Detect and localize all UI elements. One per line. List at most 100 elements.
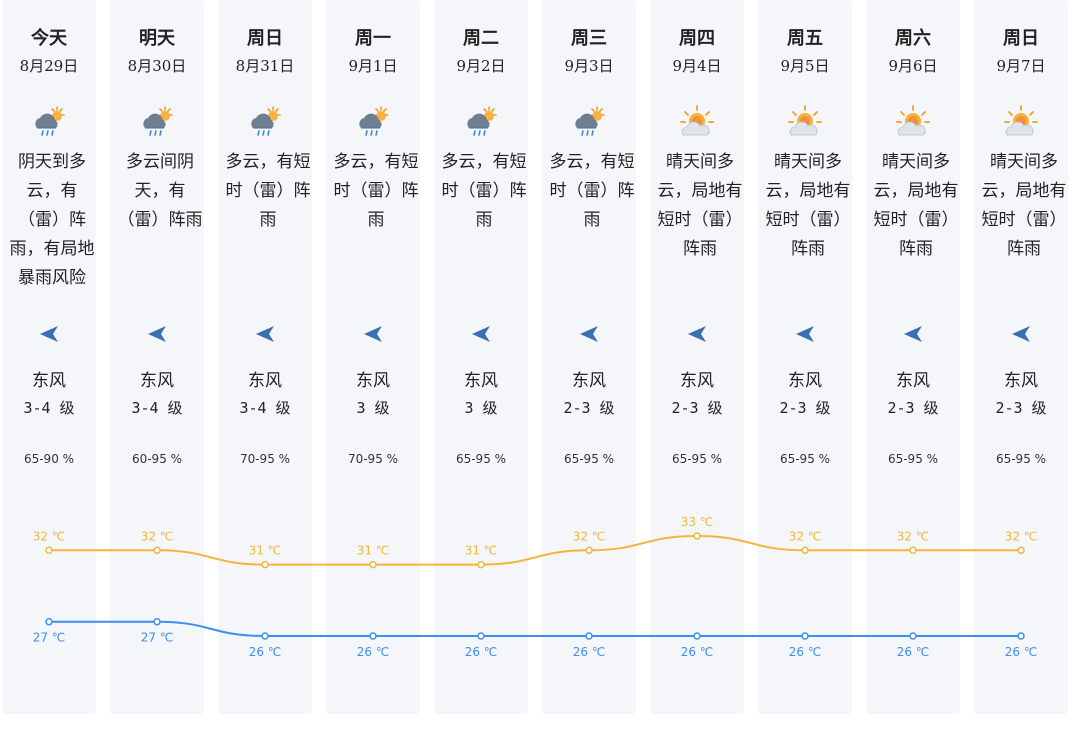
day-date: 9月1日 [348,57,398,75]
wind-direction-icon [218,322,312,346]
high-temp-point [1017,546,1025,555]
wind-level: 3-4 级 [23,399,75,417]
low-temp-point [909,632,917,640]
day-name: 周二 [463,28,499,49]
day-date: 8月31日 [235,57,295,75]
low-temp-point [1017,632,1025,640]
wind-level: 3-4 级 [131,399,183,417]
cloud-rain-sun-icon [542,104,636,140]
wind-direction: 东风 [1004,371,1038,391]
wind-direction: 东风 [140,371,174,391]
high-temp-point [45,546,53,555]
wind-direction-icon [542,322,636,346]
wind-direction-icon [434,322,528,346]
day-column: 今天 8月29日 阴天到多云，有（雷）阵雨，有局地暴雨风险 东风 3-4 级 65-90 … [2,0,96,714]
cloud-rain-sun-icon [110,104,204,140]
high-temp-point [153,546,161,555]
day-column: 周一 9月1日 多云，有短时（雷）阵雨 东风 3 级 70-95 % [326,0,420,714]
low-temp-line [48,620,1021,637]
day-date: 9月7日 [996,57,1046,75]
low-temp-point [585,632,593,640]
wind-level: 3 级 [464,399,498,417]
humidity-range: 65-95 % [563,452,615,466]
low-temp-point [369,632,377,640]
low-temp-point [693,632,701,640]
day-date: 9月6日 [888,57,938,75]
wind-direction-icon [2,322,96,346]
low-temp-label: 26 ℃ [465,645,498,659]
day-date: 8月29日 [19,57,79,75]
wind-direction-icon [866,322,960,346]
low-temp-label: 26 ℃ [897,645,930,659]
humidity-range: 65-95 % [995,452,1047,466]
high-temp-point [801,546,809,555]
day-column: 周六 9月6日 晴天间多云，局地有短时（雷）阵雨 东风 2-3 级 65-95 % [866,0,960,714]
day-column: 周二 9月2日 多云，有短时（雷）阵雨 东风 3 级 65-95 % [434,0,528,714]
humidity-range: 60-95 % [131,452,183,466]
wind-direction: 东风 [356,371,390,391]
day-name: 今天 [31,28,67,49]
day-date: 9月5日 [780,57,830,75]
high-temp-label: 31 ℃ [357,544,390,558]
day-name: 周日 [247,28,283,49]
low-temp-point [45,617,53,626]
day-name: 周三 [571,28,607,49]
day-name: 周日 [1003,28,1039,49]
low-temp-label: 26 ℃ [249,645,282,659]
low-temp-label: 26 ℃ [1005,645,1038,659]
weather-description: 多云，有短时（雷）阵雨 [333,152,419,230]
low-temp-label: 26 ℃ [573,645,606,659]
high-temp-label: 32 ℃ [141,529,174,543]
weather-description: 晴天间多云，局地有短时（雷）阵雨 [657,152,743,259]
wind-direction: 东风 [32,371,66,391]
wind-direction: 东风 [896,371,930,391]
day-date: 8月30日 [127,57,187,75]
sun-cloud-icon [650,104,744,140]
weather-description: 多云间阴天，有（雷）阵雨 [117,152,203,230]
wind-level: 2-3 级 [887,399,939,417]
humidity-range: 65-95 % [779,452,831,466]
wind-direction-icon [758,322,852,346]
high-temp-label: 33 ℃ [681,515,714,529]
low-temp-point [153,617,161,626]
weather-description: 多云，有短时（雷）阵雨 [225,152,311,230]
wind-direction-icon [326,322,420,346]
day-name: 周六 [895,28,931,49]
low-temp-label: 27 ℃ [33,631,66,645]
day-date: 9月3日 [564,57,614,75]
low-temp-label: 27 ℃ [141,631,174,645]
weather-description: 晴天间多云，局地有短时（雷）阵雨 [981,152,1067,259]
wind-level: 2-3 级 [671,399,723,417]
day-name: 明天 [139,28,175,49]
weather-description: 晴天间多云，局地有短时（雷）阵雨 [873,152,959,259]
wind-direction: 东风 [464,371,498,391]
humidity-range: 65-90 % [23,452,75,466]
wind-direction: 东风 [680,371,714,391]
wind-level: 3-4 级 [239,399,291,417]
low-temp-point [477,632,485,640]
low-temp-label: 26 ℃ [681,645,714,659]
weather-description: 多云，有短时（雷）阵雨 [549,152,635,230]
humidity-range: 65-95 % [671,452,723,466]
sun-cloud-icon [758,104,852,140]
day-column: 周三 9月3日 多云，有短时（雷）阵雨 东风 2-3 级 65-95 % [542,0,636,714]
cloud-rain-sun-icon [326,104,420,140]
high-temp-label: 32 ℃ [33,529,66,543]
wind-direction: 东风 [788,371,822,391]
day-name: 周四 [679,28,715,49]
low-temp-label: 26 ℃ [357,645,390,659]
high-temp-label: 32 ℃ [1005,529,1038,543]
day-date: 9月2日 [456,57,506,75]
day-date: 9月4日 [672,57,722,75]
wind-level: 2-3 级 [779,399,831,417]
high-temp-label: 31 ℃ [465,544,498,558]
day-name: 周五 [787,28,823,49]
wind-direction-icon [110,322,204,346]
low-temp-label: 26 ℃ [789,645,822,659]
high-temp-point [477,560,485,569]
high-temp-point [909,546,917,555]
weather-description: 多云，有短时（雷）阵雨 [441,152,527,230]
day-column: 周五 9月5日 晴天间多云，局地有短时（雷）阵雨 东风 2-3 级 65-95 % [758,0,852,714]
day-column: 周日 9月7日 晴天间多云，局地有短时（雷）阵雨 东风 2-3 级 65-95 % [974,0,1068,714]
